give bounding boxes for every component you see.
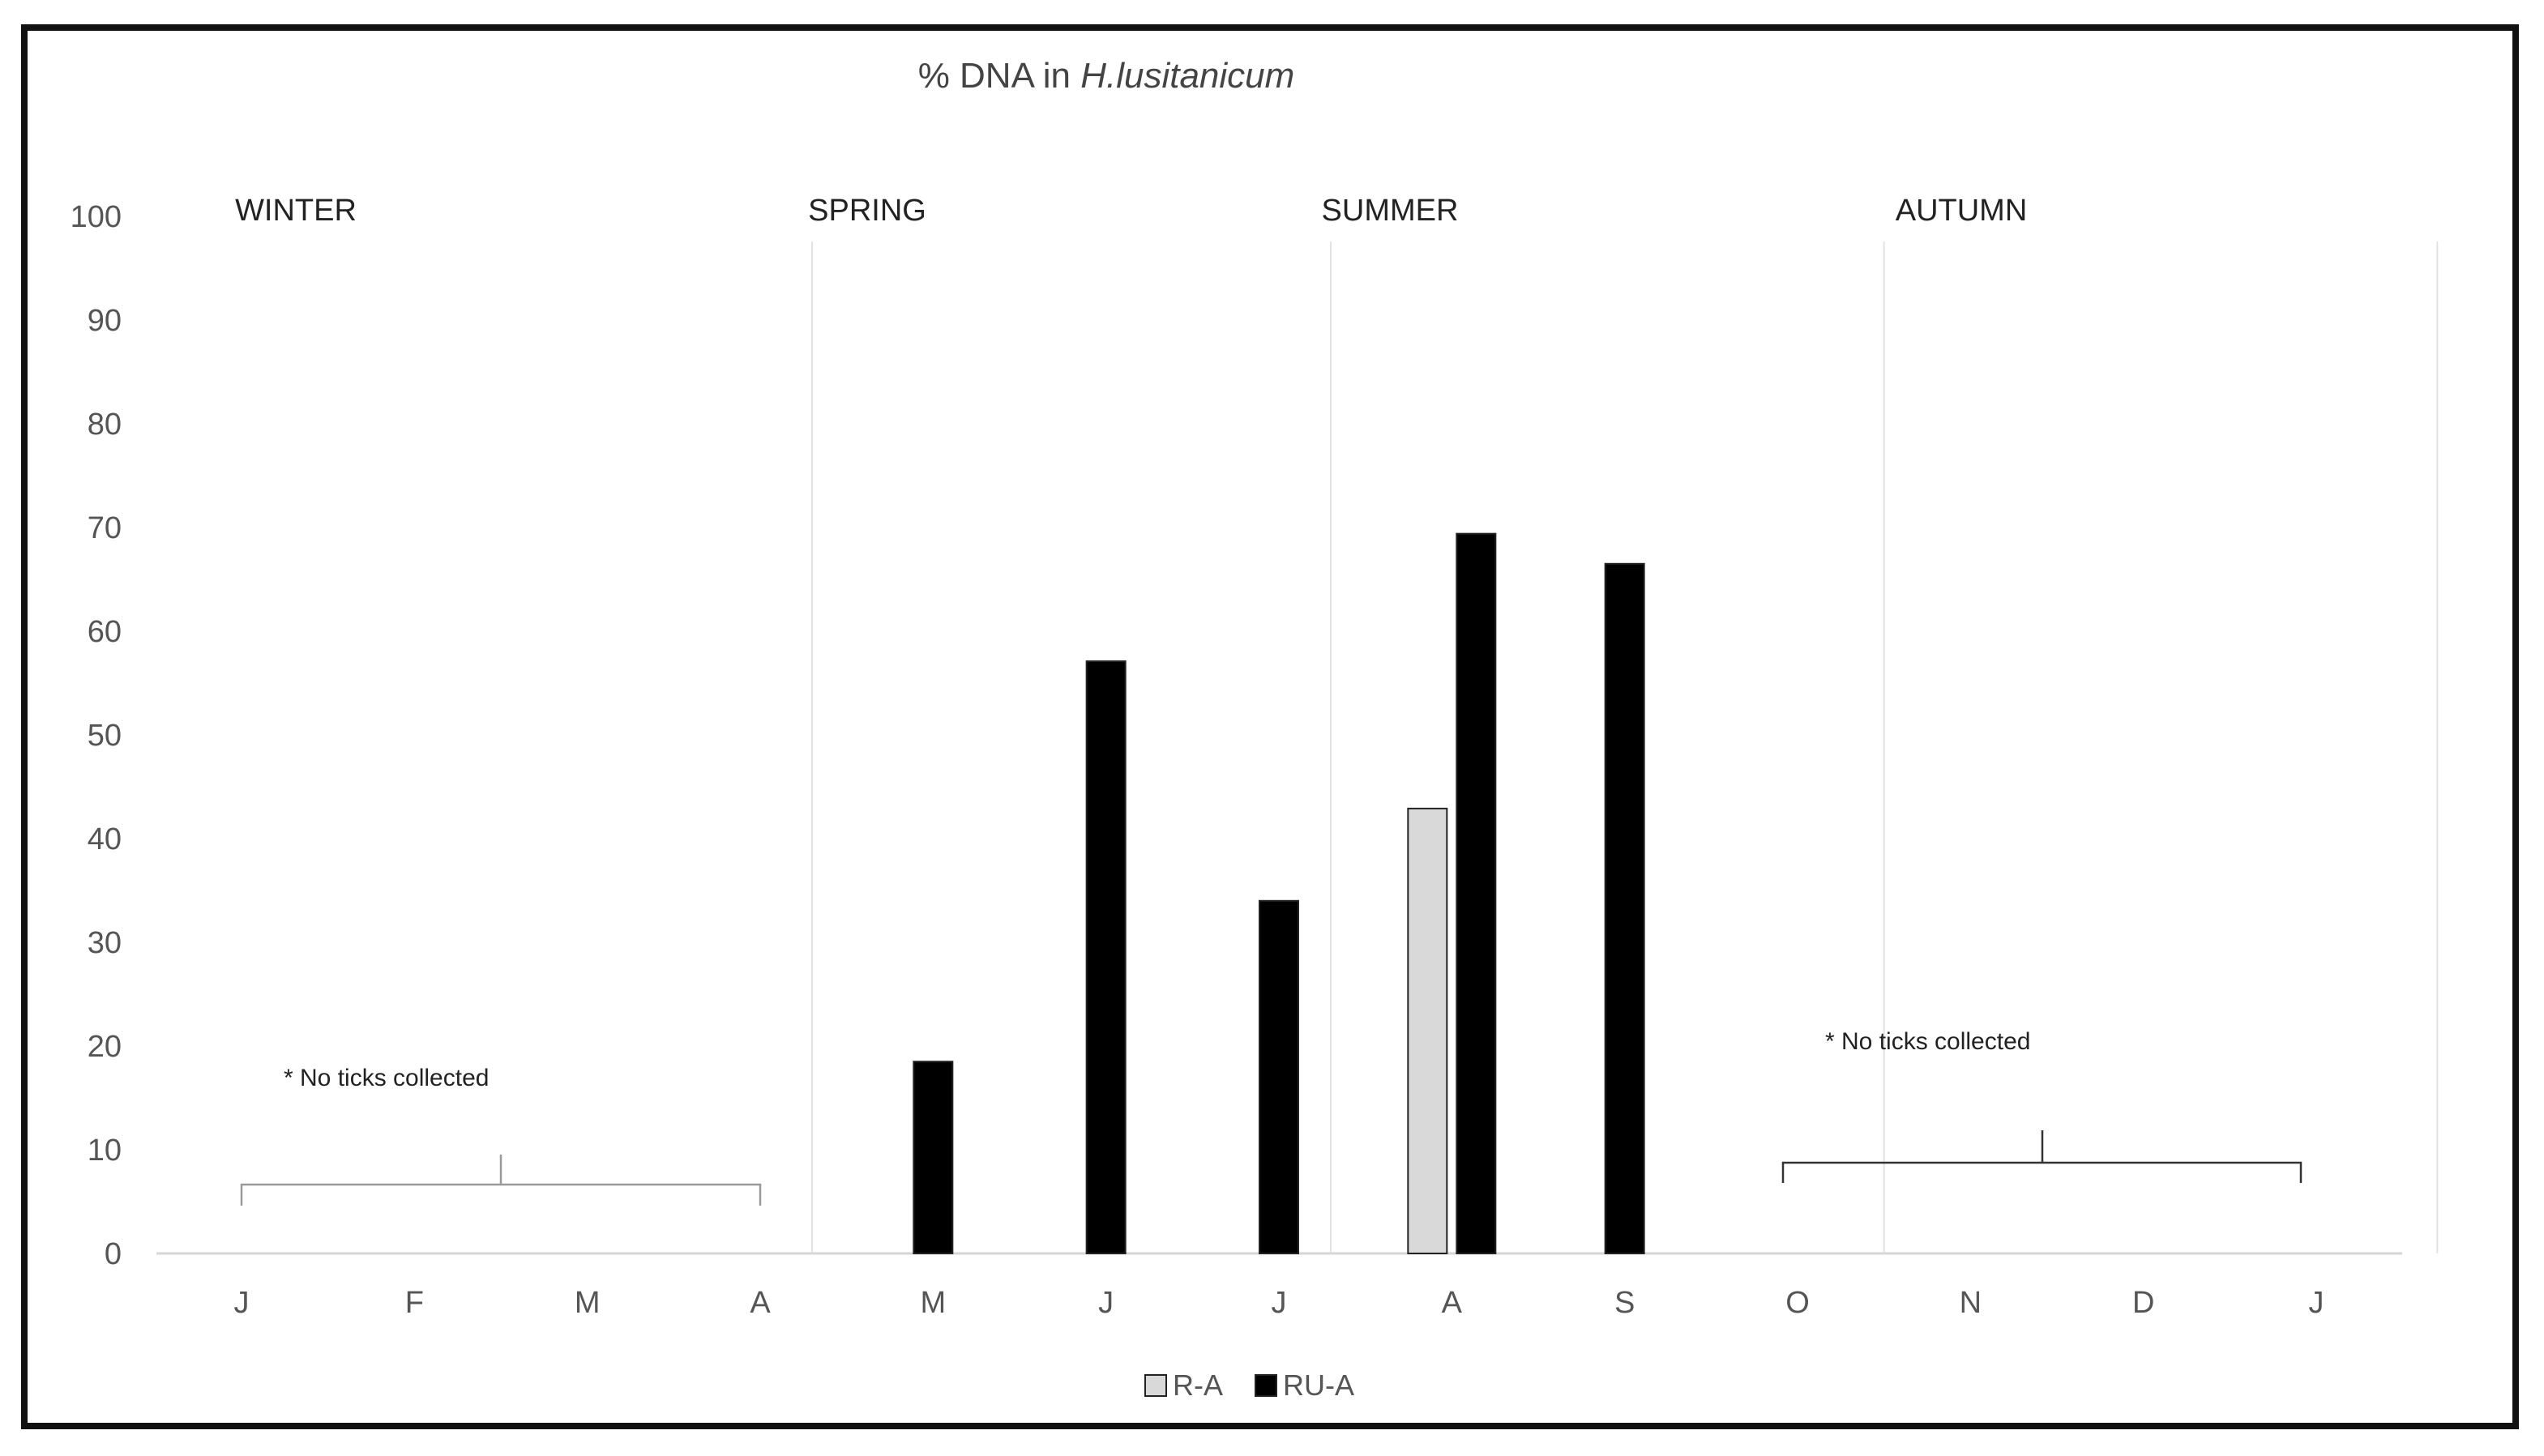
season-label: AUTUMN — [1896, 194, 2028, 228]
x-tick-label: J — [2309, 1286, 2324, 1320]
x-tick-label: F — [405, 1286, 424, 1320]
legend-label: RU-A — [1283, 1368, 1354, 1402]
bracket-winter — [240, 1155, 762, 1206]
y-tick-label: 70 — [88, 511, 122, 545]
x-tick-label: A — [750, 1286, 771, 1320]
bars — [913, 532, 1645, 1255]
y-tick-label: 80 — [88, 408, 122, 442]
y-tick-label: 20 — [88, 1030, 122, 1064]
title-prefix: % DNA in — [918, 56, 1081, 96]
x-tick-label: M — [575, 1286, 601, 1320]
season-dividers — [811, 241, 2439, 1253]
legend: R-A RU-A — [1144, 1368, 1354, 1402]
y-tick-label: 100 — [71, 200, 122, 234]
title-species: H.lusitanicum — [1080, 56, 1294, 96]
season-labels: WINTER SPRING SUMMER AUTUMN — [235, 194, 2027, 228]
x-tick-label: D — [2132, 1286, 2154, 1320]
x-tick-label: J — [1272, 1286, 1287, 1320]
bar-r-a — [1407, 807, 1448, 1254]
bar-ru-a — [1085, 660, 1127, 1254]
chart-frame — [21, 24, 2519, 1429]
annotation-autumn: * No ticks collected — [1825, 1028, 2030, 1055]
y-tick-label: 50 — [88, 719, 122, 753]
x-tick-label: A — [1442, 1286, 1463, 1320]
legend-label: R-A — [1173, 1368, 1223, 1402]
season-label: SUMMER — [1322, 194, 1459, 228]
bar-ru-a — [1259, 899, 1299, 1255]
bar-ru-a — [1604, 562, 1645, 1254]
season-label: SPRING — [808, 194, 926, 228]
x-tick-label: J — [1098, 1286, 1114, 1320]
y-tick-label: 0 — [105, 1237, 122, 1271]
chart-title: % DNA in H.lusitanicum — [918, 56, 1295, 96]
no-ticks-brackets — [240, 1130, 2302, 1206]
y-tick-label: 10 — [88, 1134, 122, 1168]
x-tick-label: N — [1960, 1286, 1982, 1320]
x-tick-label: J — [234, 1286, 250, 1320]
y-tick-label: 40 — [88, 822, 122, 856]
y-tick-label: 30 — [88, 926, 122, 960]
annotation-winter: * No ticks collected — [284, 1065, 489, 1091]
legend-swatch — [1255, 1374, 1277, 1397]
bar-ru-a — [1456, 532, 1497, 1254]
y-tick-label: 60 — [88, 615, 122, 649]
bar-ru-a — [913, 1061, 954, 1254]
legend-swatch — [1144, 1374, 1167, 1397]
y-axis-tick-labels: 0 10 20 30 40 50 60 70 80 90 100 — [71, 200, 122, 1271]
x-tick-label: O — [1785, 1286, 1810, 1320]
y-tick-label: 90 — [88, 304, 122, 338]
bracket-autumn — [1781, 1130, 2302, 1183]
season-label: WINTER — [235, 194, 357, 228]
x-tick-label: S — [1614, 1286, 1635, 1320]
x-tick-label: M — [921, 1286, 947, 1320]
